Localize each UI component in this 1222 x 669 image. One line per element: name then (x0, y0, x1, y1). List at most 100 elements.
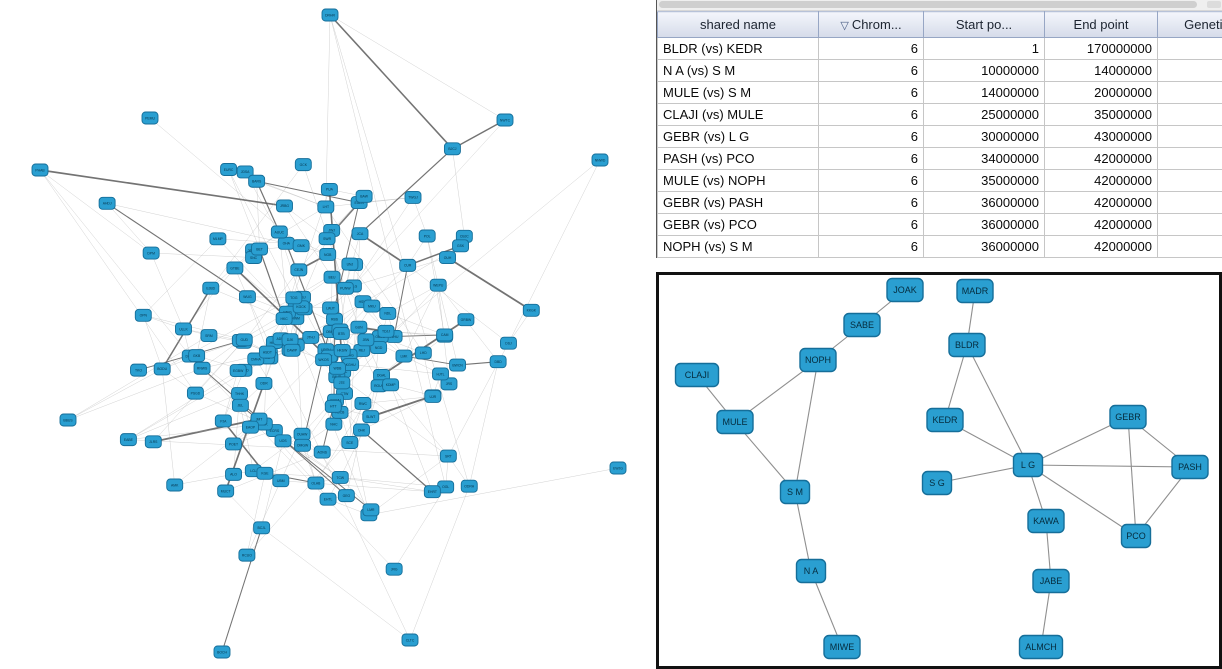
network-node[interactable] (253, 521, 271, 535)
table-cell[interactable]: 36000000 (923, 191, 1045, 214)
network-edge[interactable] (261, 527, 411, 641)
network-node[interactable] (329, 361, 346, 375)
table-row[interactable]: CLAJI (vs) MULE625000000350000005.9 (657, 103, 1222, 126)
network-edge[interactable] (210, 287, 285, 319)
network-edge[interactable] (143, 315, 245, 341)
network-node[interactable] (452, 239, 469, 253)
network-node[interactable] (362, 503, 380, 517)
network-node[interactable] (1032, 568, 1070, 594)
table-cell[interactable]: 6 (818, 37, 924, 60)
network-node[interactable] (318, 232, 336, 246)
table-cell[interactable]: 20000000 (1044, 81, 1158, 104)
network-node[interactable] (98, 196, 116, 210)
network-node[interactable] (351, 227, 369, 241)
network-edge[interactable] (256, 180, 360, 204)
network-edge[interactable] (407, 245, 461, 267)
network-node[interactable] (404, 190, 422, 204)
network-edge[interactable] (329, 14, 446, 487)
network-node[interactable] (1012, 452, 1044, 478)
network-node[interactable] (333, 376, 351, 390)
main-network-canvas[interactable]: MMMONBDDODRACEWPADDPMEGLNJRSOUHALOCPBCRE… (0, 0, 656, 669)
network-node[interactable] (779, 479, 811, 505)
network-node[interactable] (382, 378, 400, 392)
table-cell[interactable]: 30000000 (923, 125, 1045, 148)
table-cell[interactable]: 6.6 (1157, 59, 1222, 82)
network-node[interactable] (231, 398, 249, 412)
table-row[interactable]: GEBR (vs) L G6300000004300000016.9 (657, 125, 1222, 148)
network-node[interactable] (457, 313, 475, 327)
network-node[interactable] (142, 246, 160, 260)
network-edge[interactable] (329, 14, 470, 487)
network-node[interactable] (353, 423, 370, 437)
table-cell[interactable]: 6 (818, 125, 924, 148)
network-edge[interactable] (1027, 464, 1191, 468)
network-node[interactable] (302, 330, 320, 344)
network-node[interactable] (1018, 634, 1064, 660)
network-node[interactable] (186, 386, 204, 400)
table-cell[interactable]: BLDR (vs) KEDR (657, 37, 819, 60)
network-node[interactable] (674, 362, 720, 388)
network-edge[interactable] (393, 265, 409, 337)
table-cell[interactable]: 34000000 (923, 147, 1045, 170)
sort-filter-icon[interactable]: ▽ (840, 20, 849, 32)
table-cell[interactable]: 43000000 (1044, 125, 1158, 148)
network-edge[interactable] (303, 308, 327, 350)
network-node[interactable] (258, 345, 276, 359)
table-cell[interactable]: 11.4 (1157, 147, 1222, 170)
table-cell[interactable]: 170000000 (1044, 37, 1158, 60)
network-edge[interactable] (128, 393, 240, 440)
network-node[interactable] (119, 433, 137, 447)
table-cell[interactable]: 6 (818, 147, 924, 170)
network-node[interactable] (307, 476, 325, 490)
network-node[interactable] (823, 634, 861, 660)
network-edge[interactable] (228, 169, 260, 250)
network-node[interactable] (331, 471, 349, 484)
table-cell[interactable]: 35000000 (1044, 103, 1158, 126)
network-edge[interactable] (359, 148, 453, 235)
network-edge[interactable] (246, 473, 266, 556)
table-cell[interactable]: 14000000 (1044, 59, 1158, 82)
network-edge[interactable] (1027, 464, 1137, 537)
network-edge[interactable] (255, 358, 303, 435)
network-node[interactable] (235, 333, 253, 347)
network-node[interactable] (285, 291, 303, 305)
network-edge[interactable] (107, 203, 287, 244)
network-edge[interactable] (508, 159, 601, 344)
network-node[interactable] (217, 484, 235, 498)
column-header[interactable]: ▽ Chrom... (818, 11, 924, 38)
network-edge[interactable] (106, 203, 152, 254)
network-edge[interactable] (359, 233, 409, 267)
table-row[interactable]: GEBR (vs) PASH636000000420000008.9 (657, 191, 1222, 214)
table-cell[interactable]: 42000000 (1044, 147, 1158, 170)
network-node[interactable] (362, 410, 380, 424)
network-node[interactable] (460, 479, 478, 493)
network-edge[interactable] (810, 570, 843, 648)
network-node[interactable] (1120, 523, 1152, 549)
network-edge[interactable] (426, 235, 439, 286)
network-node[interactable] (242, 420, 259, 434)
table-cell[interactable]: 42000000 (1044, 235, 1158, 258)
network-edge[interactable] (393, 486, 446, 570)
network-edge[interactable] (253, 434, 303, 471)
table-cell[interactable]: 42000000 (1044, 169, 1158, 192)
column-header[interactable]: Genetic... (1157, 11, 1222, 38)
network-edge[interactable] (361, 429, 433, 493)
network-edge[interactable] (143, 315, 163, 370)
network-node[interactable] (341, 257, 359, 271)
network-node[interactable] (225, 467, 242, 481)
network-node[interactable] (439, 251, 456, 265)
network-node[interactable] (324, 399, 342, 413)
network-edge[interactable] (361, 395, 434, 431)
network-node[interactable] (276, 199, 293, 213)
network-edge[interactable] (349, 263, 388, 314)
network-node[interactable] (443, 142, 461, 156)
network-node[interactable] (500, 336, 517, 350)
network-view-selected[interactable]: JOAK MADR SABE NOPH BLDR CLAJI MULE KEDR GEBR L G… (656, 272, 1222, 669)
network-node[interactable] (370, 341, 388, 355)
network-edge[interactable] (387, 313, 445, 336)
network-node[interactable] (274, 434, 292, 448)
table-cell[interactable]: 36000000 (923, 213, 1045, 236)
network-edge[interactable] (423, 352, 434, 397)
network-node[interactable] (795, 558, 827, 584)
table-cell[interactable]: 7.5 (1157, 81, 1222, 104)
